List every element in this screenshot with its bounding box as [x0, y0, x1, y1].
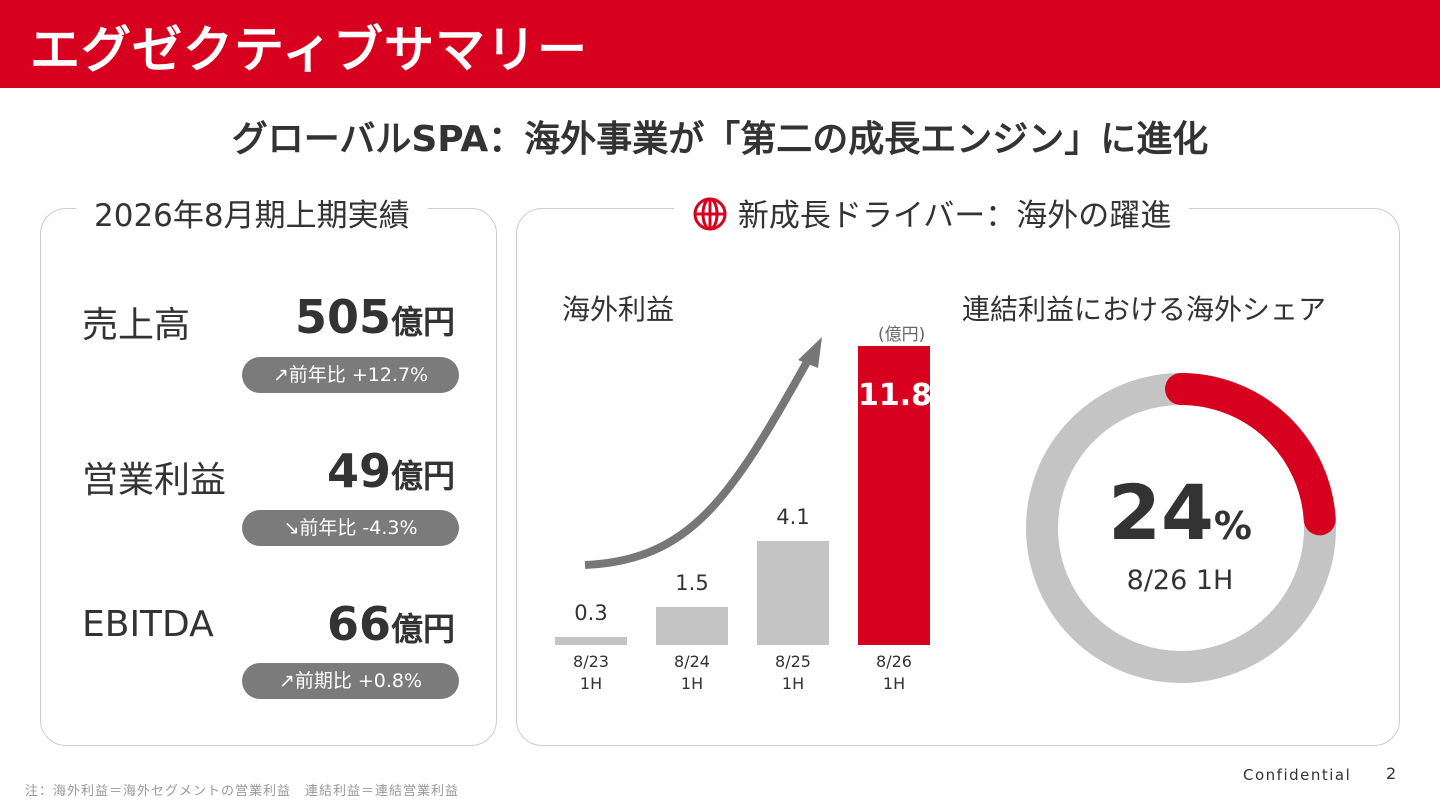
bar	[555, 637, 627, 645]
bar-value-label: 11.8	[858, 378, 933, 414]
bar-value-label: 0.3	[574, 601, 608, 625]
subtitle: グローバルSPA：海外事業が「第二の成長エンジン」に進化	[231, 119, 1209, 160]
page-title: エグゼクティブサマリー	[30, 21, 588, 79]
x-tick-label: 8/24 1H	[656, 651, 728, 695]
bar-value-label: 1.5	[675, 571, 709, 596]
x-tick-line: 8/24	[674, 652, 710, 671]
x-tick-label: 8/26 1H	[858, 651, 930, 695]
kpi-value: 505億円	[294, 290, 455, 344]
donut-chart	[1026, 373, 1336, 683]
page-number: 2	[1386, 764, 1397, 783]
x-tick-line: 8/23	[573, 652, 609, 671]
x-tick-label: 8/23 1H	[555, 651, 627, 695]
bar	[656, 607, 728, 645]
bar	[858, 346, 930, 645]
donut-title: 連結利益における海外シェア	[962, 293, 1327, 326]
x-tick-line: 1H	[579, 674, 603, 693]
change-badge: ↗前期比 +0.8%	[242, 663, 459, 699]
x-tick-line: 1H	[781, 674, 805, 693]
x-tick-line: 1H	[680, 674, 704, 693]
donut-caption: 8/26 1H	[1126, 565, 1234, 596]
donut-value: 24%	[1108, 468, 1252, 557]
kpi-label: 売上高	[82, 305, 191, 346]
x-tick-line: 8/26	[876, 652, 912, 671]
kpi-label: 営業利益	[82, 460, 227, 501]
x-tick-line: 1H	[882, 674, 906, 693]
left-panel-title: 2026年8月期上期実績	[76, 190, 428, 235]
bar-value-label: 4.1	[776, 505, 810, 530]
x-tick-line: 8/25	[775, 652, 811, 671]
unit-label: (億円)	[878, 325, 926, 345]
bar	[757, 541, 829, 645]
change-badge: ↗前年比 +12.7%	[242, 357, 459, 393]
right-panel-title-text: 新成長ドライバー：海外の躍進	[737, 198, 1172, 234]
right-panel-title: 新成長ドライバー：海外の躍進	[674, 190, 1190, 235]
x-tick-label: 8/25 1H	[757, 651, 829, 695]
header-bar: エグゼクティブサマリー	[0, 0, 1440, 88]
kpi-value: 49億円	[326, 444, 455, 498]
change-badge: ↘前年比 -4.3%	[242, 510, 459, 546]
confidential-label: Confidential	[1243, 766, 1352, 784]
kpi-value: 66億円	[326, 597, 455, 651]
globe-icon	[693, 197, 727, 231]
donut-share-arc	[1026, 373, 1336, 683]
bar-chart-title: 海外利益	[562, 293, 675, 326]
kpi-label: EBITDA	[82, 604, 214, 645]
footnote: 注：海外利益＝海外セグメントの営業利益 連結利益＝連結営業利益	[25, 784, 460, 799]
